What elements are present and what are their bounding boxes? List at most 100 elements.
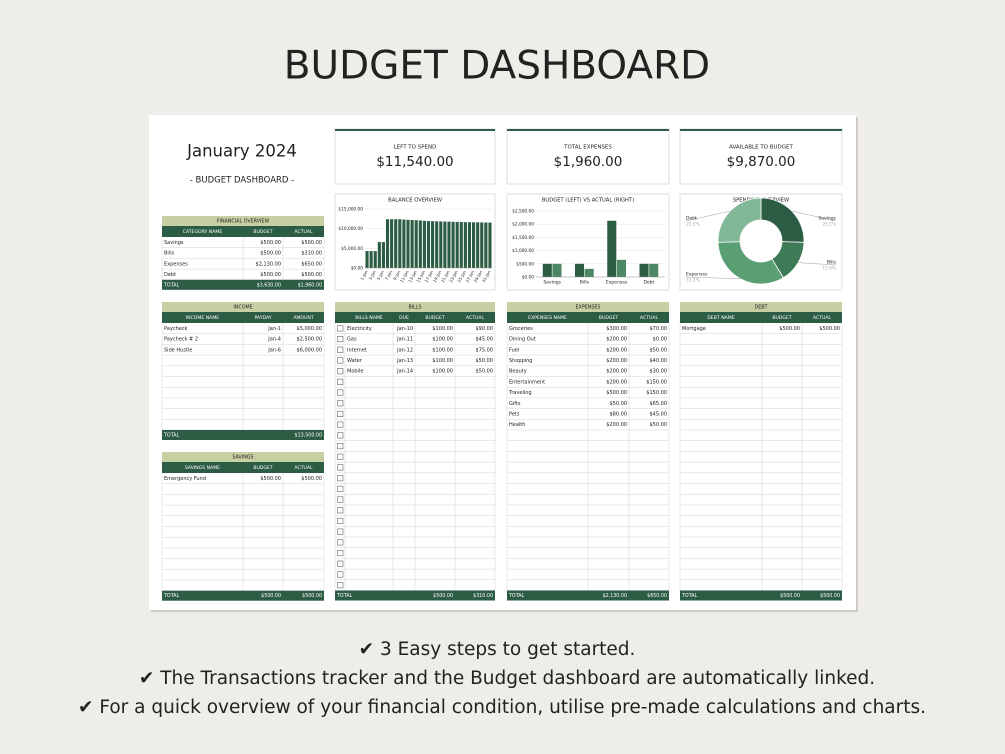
table-title: DEBT <box>755 305 768 311</box>
table-total: $500.00 <box>261 593 281 599</box>
table-cell: $50.00 <box>650 422 668 428</box>
column-header: SAVINGS NAME <box>185 465 220 471</box>
checkbox[interactable] <box>337 368 344 375</box>
table-cell: $100.00 <box>432 358 453 364</box>
checkbox[interactable] <box>337 325 344 332</box>
column-header: BUDGET <box>599 315 619 321</box>
bar <box>439 221 443 268</box>
table-total-band <box>680 590 842 601</box>
table-cell: Jan-13 <box>396 358 413 364</box>
checkbox[interactable] <box>337 432 344 439</box>
checkbox[interactable] <box>337 528 344 535</box>
checkbox[interactable] <box>337 335 344 343</box>
table-cell: Mortgage <box>682 326 706 332</box>
bar <box>552 263 562 277</box>
x-tick-label: Savings <box>543 280 561 286</box>
checkbox[interactable] <box>337 507 344 514</box>
bar <box>373 251 377 268</box>
table-cell: $75.00 <box>476 347 494 353</box>
table-header-band <box>162 312 324 323</box>
bar <box>390 219 394 268</box>
kpi-label: AVAILABLE TO BUDGET <box>729 145 793 151</box>
footer-line: ✔ For a quick overview of your financial… <box>78 697 926 718</box>
kpi-label: LEFT TO SPEND <box>394 145 437 151</box>
checkbox[interactable] <box>337 582 344 589</box>
checkbox[interactable] <box>337 378 344 385</box>
table-total-band <box>507 590 669 601</box>
bar <box>406 219 410 268</box>
table-total-band <box>162 279 324 290</box>
table-cell: $90.00 <box>476 326 494 332</box>
table-title-band <box>162 302 324 312</box>
kpi-value: $1,960.00 <box>554 154 623 170</box>
table-cell: $70.00 <box>650 326 668 332</box>
table-cell: $65.00 <box>650 401 668 407</box>
checkbox[interactable] <box>337 539 344 546</box>
table-cell: $200.00 <box>606 369 627 375</box>
leader-line <box>685 210 731 222</box>
table-total: $500.00 <box>433 593 453 599</box>
column-header: ACTUAL <box>813 315 832 321</box>
checkbox[interactable] <box>337 357 344 364</box>
bar <box>616 259 626 277</box>
bar <box>398 219 402 268</box>
bar <box>607 220 617 277</box>
checkbox[interactable] <box>337 464 344 471</box>
table-cell: Fuel <box>509 347 519 353</box>
bar <box>422 220 426 268</box>
table-total: $13,500.00 <box>295 433 322 439</box>
table-total: TOTAL <box>163 282 180 288</box>
table-cell: $50.00 <box>476 358 494 364</box>
checkbox[interactable] <box>337 571 344 578</box>
bar <box>443 221 447 268</box>
table-cell: $500.00 <box>260 251 281 257</box>
checkbox[interactable] <box>337 389 344 396</box>
slice-label: Bills <box>827 260 837 266</box>
y-tick-label: $10,000.00 <box>338 226 363 232</box>
x-tick-label: 9-Jan <box>392 269 402 281</box>
checkbox[interactable] <box>337 485 344 492</box>
column-header: DUE <box>399 315 409 321</box>
table-title-band <box>507 302 669 312</box>
checkbox[interactable] <box>337 410 344 418</box>
x-tick-label: Debt <box>643 280 654 286</box>
x-tick-label: 11-Jan <box>399 269 410 283</box>
table-cell: $300.00 <box>606 326 627 332</box>
sheet <box>149 115 856 610</box>
table-cell: $100.00 <box>432 347 453 353</box>
bar <box>455 221 459 268</box>
table-cell: $500.00 <box>260 240 281 246</box>
checkbox[interactable] <box>337 549 344 557</box>
x-tick-label: Expenses <box>606 280 628 286</box>
table-cell: $6,000.00 <box>297 347 322 353</box>
table-cell: $200.00 <box>606 422 627 428</box>
y-tick-label: $500.00 <box>516 261 534 267</box>
checkbox[interactable] <box>337 400 344 407</box>
checkbox[interactable] <box>337 517 344 525</box>
checkbox[interactable] <box>337 475 344 482</box>
x-tick-label: 17-Jan <box>424 269 435 283</box>
checkbox[interactable] <box>337 560 344 567</box>
table-title: EXPENSES <box>576 305 601 311</box>
checkbox[interactable] <box>337 442 344 450</box>
table-cell: Jan-6 <box>267 347 281 353</box>
y-tick-label: $1,500.00 <box>512 235 534 241</box>
checkbox[interactable] <box>337 346 344 353</box>
checkbox[interactable] <box>337 453 344 460</box>
y-tick-label: $2,000.00 <box>512 222 534 228</box>
table-cell: Gifts <box>509 401 521 407</box>
x-tick-label: 21-Jan <box>440 269 451 283</box>
table-cell: Traveling <box>508 390 532 396</box>
x-tick-label: 1-Jan <box>359 269 369 281</box>
column-header: DEBT NAME <box>707 315 734 321</box>
x-tick-label: 25-Jan <box>456 269 467 283</box>
table-title: SAVINGS <box>232 455 253 461</box>
checkbox[interactable] <box>337 421 344 428</box>
chart-title: BALANCE OVERVIEW <box>388 198 442 204</box>
table-total: TOTAL <box>508 593 525 599</box>
leader-line <box>685 276 741 280</box>
table-cell: $100.00 <box>432 337 453 343</box>
table-title-band <box>162 216 324 226</box>
checkbox[interactable] <box>337 496 344 503</box>
